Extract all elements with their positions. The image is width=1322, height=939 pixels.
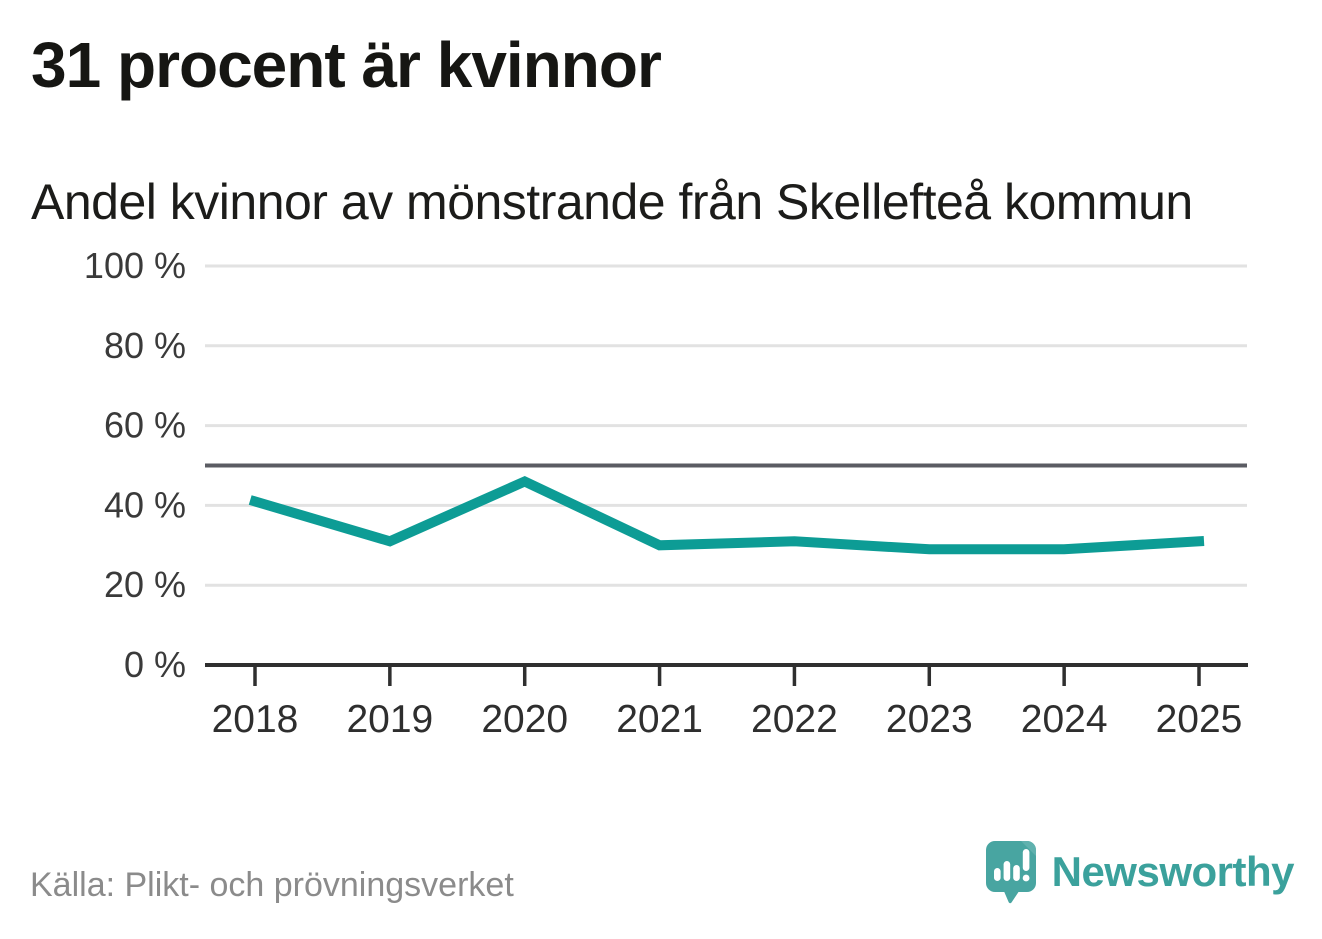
newsworthy-brand: Newsworthy: [985, 840, 1295, 904]
chart-subtitle: Andel kvinnor av mönstrande från Skellef…: [31, 174, 1193, 230]
x-tick-label-2024: 2024: [1021, 698, 1108, 741]
y-tick-label-40: 40 %: [104, 484, 186, 525]
logo-exclamation-bar: [1022, 849, 1030, 871]
source-note: Källa: Plikt- och prövningsverket: [30, 866, 514, 904]
y-tick-label-60: 60 %: [104, 405, 186, 446]
x-tick-label-2025: 2025: [1156, 698, 1243, 741]
logo-bar-3: [1012, 865, 1020, 881]
x-tick-label-2020: 2020: [481, 698, 568, 741]
brand-name: Newsworthy: [1051, 848, 1295, 895]
newsworthy-logo-icon: [985, 841, 1036, 904]
bubble-corner-fold: [1020, 841, 1036, 856]
y-tick-label-80: 80 %: [104, 325, 186, 366]
x-tick-label-2022: 2022: [751, 698, 838, 741]
logo-bar-2: [1003, 861, 1010, 881]
logo-exclamation-dot: [1022, 874, 1030, 882]
y-tick-label-20: 20 %: [104, 564, 186, 605]
x-tick-label-2019: 2019: [346, 698, 433, 741]
y-tick-label-100: 100 %: [84, 245, 186, 286]
page-title: 31 procent är kvinnor: [31, 29, 662, 101]
y-tick-label-0: 0 %: [124, 644, 186, 685]
x-tick-label-2021: 2021: [616, 698, 703, 741]
logo-bar-1: [993, 868, 1001, 881]
x-tick-label-2023: 2023: [886, 698, 973, 741]
line-chart: 0 % 20 % 40 % 60 % 80 % 100 % 2018 2019 2020 2021…: [84, 245, 1248, 741]
x-tick-label-2018: 2018: [212, 698, 299, 741]
data-line-andel-kvinnor: [248, 475, 1205, 555]
